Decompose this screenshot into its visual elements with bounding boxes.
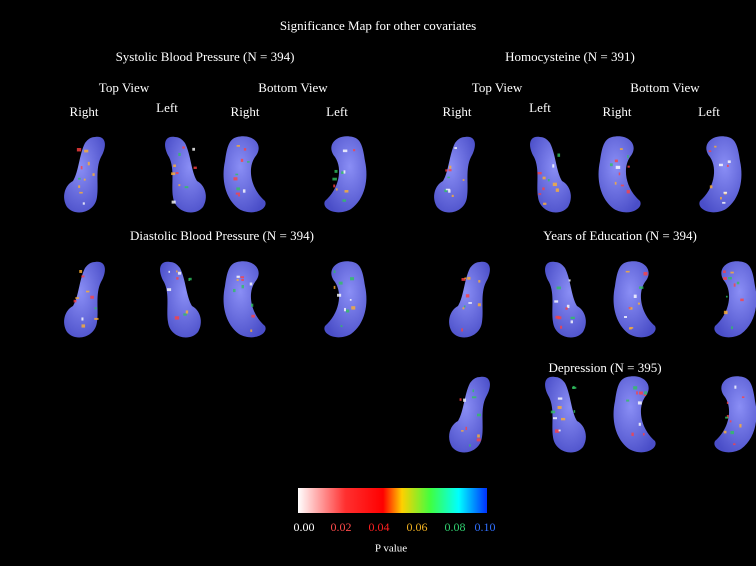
colorbar <box>298 488 487 513</box>
hippocampus <box>324 136 366 212</box>
hippocampus-renders <box>64 136 756 452</box>
panel-title: Diastolic Blood Pressure (N = 394) <box>130 228 314 243</box>
side-label: Left <box>326 104 348 119</box>
hippocampus <box>165 137 206 213</box>
hippocampus <box>614 261 656 337</box>
hippocampus <box>449 262 490 338</box>
hippocampus <box>64 137 105 213</box>
side-label: Right <box>603 104 632 119</box>
hippocampus <box>545 377 586 453</box>
side-label: Right <box>231 104 260 119</box>
hippocampus <box>160 262 201 338</box>
hippocampus <box>224 261 266 337</box>
figure: Significance Map for other covariates Sy… <box>0 0 756 566</box>
colorbar-tick-label: 0.10 <box>475 520 496 534</box>
view-label: Bottom View <box>630 80 700 95</box>
panel-title: Depression (N = 395) <box>548 360 661 375</box>
hippocampus <box>530 137 571 213</box>
hippocampus <box>64 262 105 338</box>
side-label: Left <box>156 100 178 115</box>
side-label: Right <box>443 104 472 119</box>
hippocampus <box>614 376 656 452</box>
colorbar-label: P value <box>375 543 407 555</box>
panel-title: Homocysteine (N = 391) <box>505 49 635 64</box>
colorbar-tick-label: 0.06 <box>407 520 428 534</box>
colorbar-tick-label: 0.04 <box>369 520 390 534</box>
hippocampus <box>699 136 741 212</box>
panel-title: Systolic Blood Pressure (N = 394) <box>116 49 295 64</box>
hippocampus <box>714 376 756 452</box>
colorbar-tick-label: 0.00 <box>294 520 315 534</box>
side-label: Right <box>70 104 99 119</box>
colorbar-tick-label: 0.08 <box>445 520 466 534</box>
side-label: Left <box>529 100 551 115</box>
view-label: Top View <box>99 80 150 95</box>
hippocampus <box>599 136 641 212</box>
colorbar-tick-label: 0.02 <box>331 520 352 534</box>
panel-title: Years of Education (N = 394) <box>543 228 697 243</box>
figure-title: Significance Map for other covariates <box>280 18 476 33</box>
hippocampus <box>545 262 586 338</box>
side-label: Left <box>698 104 720 119</box>
hippocampus <box>714 261 756 337</box>
view-label: Bottom View <box>258 80 328 95</box>
hippocampus <box>324 261 366 337</box>
colorbar-ticks: 0.00 0.02 0.04 0.06 0.08 0.10 <box>294 520 496 534</box>
hippocampus <box>224 136 266 212</box>
hippocampus <box>434 137 475 213</box>
view-label: Top View <box>472 80 523 95</box>
hippocampus <box>449 377 490 453</box>
